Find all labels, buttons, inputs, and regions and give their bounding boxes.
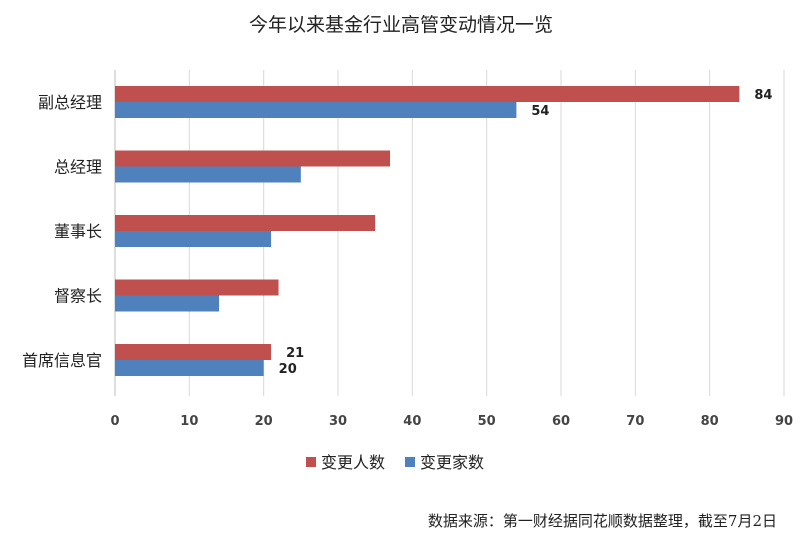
bar: [115, 360, 264, 376]
x-tick-label: 0: [110, 414, 119, 429]
bar: [115, 295, 220, 312]
category-label: 首席信息官: [22, 351, 102, 370]
legend-swatch: [405, 457, 415, 467]
data-label: 54: [531, 104, 549, 119]
source-note: 数据来源：第一财经据同花顺数据整理，截至7月2日: [427, 512, 777, 530]
data-label: 21: [286, 346, 304, 361]
bar: [115, 344, 272, 360]
x-tick-label: 30: [329, 414, 347, 429]
x-tick-label: 20: [255, 414, 273, 429]
bar: [115, 102, 517, 118]
x-tick-label: 90: [775, 414, 793, 429]
gridlines: [114, 70, 785, 396]
bar: [115, 86, 740, 102]
bar: [115, 231, 272, 247]
x-tick-labels: 0 10 20 30 40 50 60 70 80 90: [110, 414, 793, 429]
legend-label: 变更家数: [420, 453, 484, 472]
legend-swatch: [306, 457, 316, 467]
bar: [115, 279, 279, 296]
category-label: 督察长: [54, 287, 102, 306]
category-label: 副总经理: [38, 93, 102, 112]
bar: [115, 166, 301, 183]
data-label: 84: [754, 88, 772, 103]
bars: [115, 86, 740, 376]
bar: [115, 215, 376, 231]
category-label: 董事长: [54, 222, 102, 241]
x-tick-label: 60: [552, 414, 570, 429]
chart-title: 今年以来基金行业高管变动情况一览: [249, 14, 553, 36]
x-tick-label: 70: [626, 414, 644, 429]
legend: 变更人数 变更家数: [306, 453, 484, 472]
x-tick-label: 40: [403, 414, 421, 429]
legend-label: 变更人数: [321, 453, 385, 472]
category-label: 总经理: [54, 158, 102, 177]
x-tick-label: 80: [701, 414, 719, 429]
x-tick-label: 10: [180, 414, 198, 429]
x-tick-label: 50: [478, 414, 496, 429]
bar: [115, 150, 391, 167]
data-label: 20: [279, 362, 297, 377]
